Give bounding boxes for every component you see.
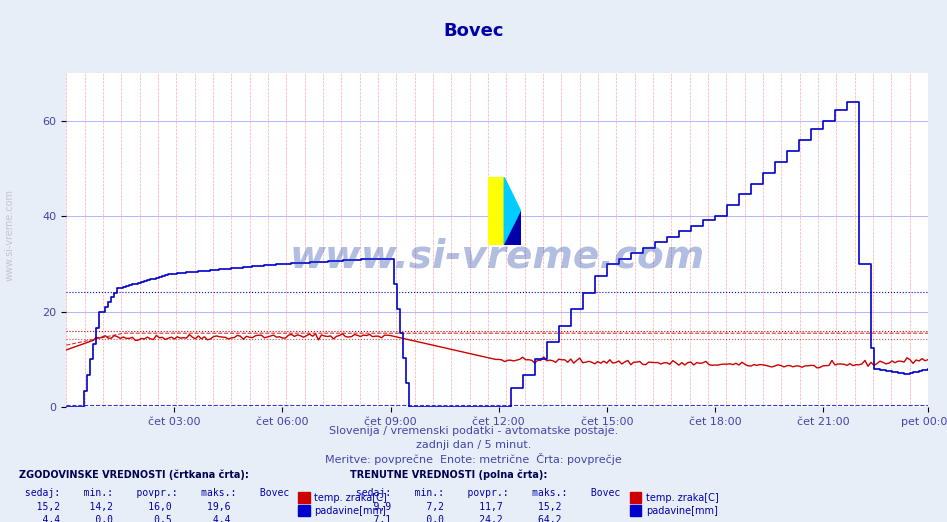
Polygon shape (505, 177, 521, 245)
Text: 4,4      0,0       0,5       4,4: 4,4 0,0 0,5 4,4 (19, 515, 230, 522)
Bar (298, 492, 310, 503)
Text: temp. zraka[C]: temp. zraka[C] (646, 493, 719, 503)
Bar (630, 492, 641, 503)
Bar (298, 505, 310, 516)
Text: 15,2     14,2      16,0      19,6: 15,2 14,2 16,0 19,6 (19, 502, 230, 512)
Text: Slovenija / vremenski podatki - avtomatske postaje.: Slovenija / vremenski podatki - avtomats… (329, 425, 618, 436)
Text: zadnji dan / 5 minut.: zadnji dan / 5 minut. (416, 440, 531, 450)
Text: Bovec: Bovec (443, 22, 504, 40)
Text: sedaj:    min.:    povpr.:    maks.:    Bovec: sedaj: min.: povpr.: maks.: Bovec (350, 488, 620, 498)
Text: padavine[mm]: padavine[mm] (314, 506, 386, 516)
Text: 9,9      7,2      11,7      15,2: 9,9 7,2 11,7 15,2 (350, 502, 562, 512)
Bar (630, 505, 641, 516)
Text: 7,1      0,0      24,2      64,2: 7,1 0,0 24,2 64,2 (350, 515, 562, 522)
Text: padavine[mm]: padavine[mm] (646, 506, 718, 516)
Text: www.si-vreme.com: www.si-vreme.com (5, 189, 15, 281)
Text: Meritve: povprečne  Enote: metrične  Črta: povprečje: Meritve: povprečne Enote: metrične Črta:… (325, 453, 622, 465)
Bar (488, 177, 505, 245)
Text: ZGODOVINSKE VREDNOSTI (črtkana črta):: ZGODOVINSKE VREDNOSTI (črtkana črta): (19, 470, 249, 480)
Polygon shape (505, 211, 521, 245)
Text: www.si-vreme.com: www.si-vreme.com (290, 238, 705, 276)
Text: TRENUTNE VREDNOSTI (polna črta):: TRENUTNE VREDNOSTI (polna črta): (350, 470, 547, 480)
Text: temp. zraka[C]: temp. zraka[C] (314, 493, 387, 503)
Text: sedaj:    min.:    povpr.:    maks.:    Bovec: sedaj: min.: povpr.: maks.: Bovec (19, 488, 289, 498)
